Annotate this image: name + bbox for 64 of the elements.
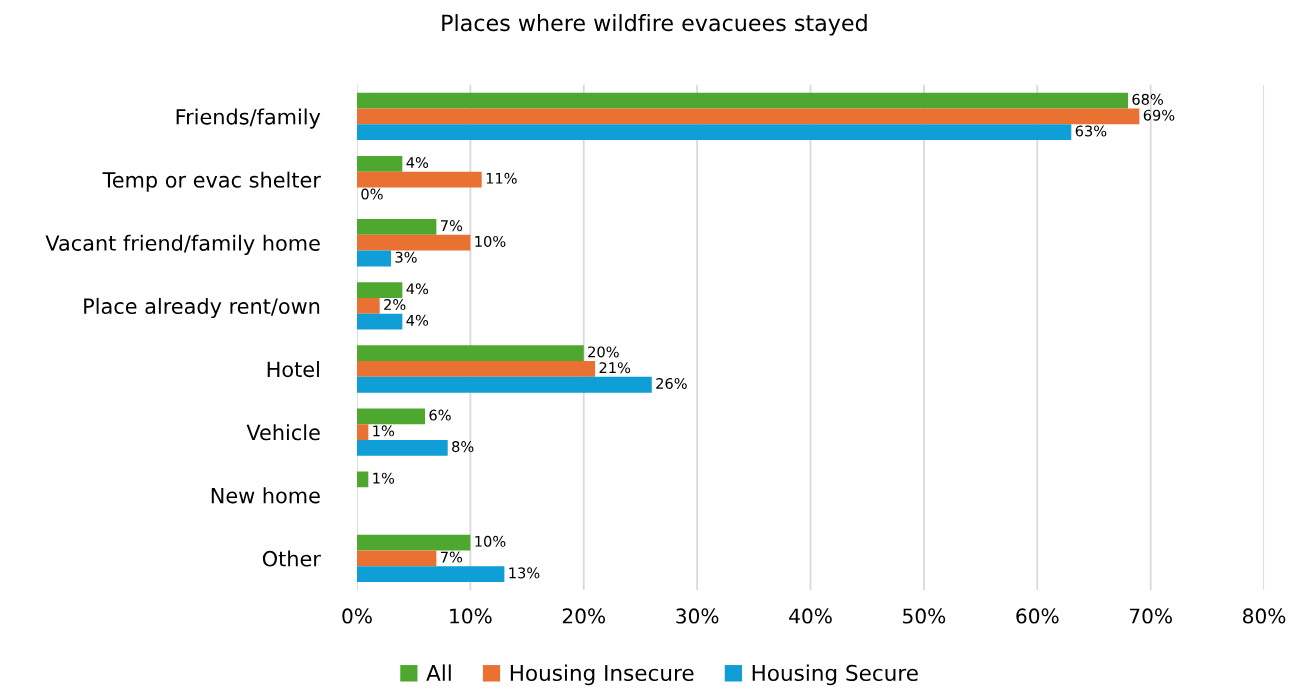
- bar: [356, 234, 471, 251]
- data-label: 13%: [509, 567, 540, 579]
- data-label: 4%: [406, 283, 429, 295]
- bar: [356, 171, 482, 188]
- bar: [356, 471, 369, 488]
- data-label: 69%: [1143, 109, 1175, 121]
- chart-title: Places where wildfire evacuees stayed: [442, 14, 867, 36]
- legend-label: All: [426, 664, 451, 681]
- bar: [356, 282, 403, 298]
- bar: [356, 92, 1128, 109]
- data-label: 11%: [486, 172, 517, 184]
- y-tick-label: New home: [211, 487, 320, 504]
- data-label: 10%: [475, 235, 506, 247]
- y-tick-label: Vehicle: [246, 424, 320, 441]
- x-tick-label: 50%: [903, 608, 946, 624]
- data-label: 8%: [452, 441, 474, 453]
- x-tick-label: 40%: [789, 608, 832, 624]
- data-label: 4%: [406, 314, 429, 326]
- legend-label: Housing Secure: [752, 664, 918, 686]
- y-tick-label: Vacant friend/family home: [45, 234, 320, 255]
- data-label: 26%: [656, 377, 687, 389]
- data-label: 20%: [588, 346, 619, 358]
- y-tick-label: Other: [262, 550, 321, 567]
- data-label: 63%: [1075, 125, 1107, 137]
- data-label: 6%: [429, 409, 451, 421]
- bar: [356, 108, 1140, 125]
- data-label: 4%: [406, 156, 429, 169]
- data-label: 7%: [440, 551, 463, 563]
- bar: [356, 219, 437, 235]
- bar: [356, 361, 596, 377]
- data-label: 3%: [395, 251, 417, 263]
- y-tick-label: Place already rent/own: [84, 297, 320, 319]
- x-tick-label: 0%: [342, 608, 372, 624]
- x-tick-label: 70%: [1129, 608, 1172, 624]
- data-label: 7%: [440, 220, 463, 232]
- x-tick-label: 10%: [450, 608, 492, 624]
- bar: [356, 155, 403, 172]
- bar: [356, 376, 652, 393]
- y-tick-label: Temp or evac shelter: [102, 171, 321, 192]
- y-tick-label: Hotel: [267, 361, 319, 378]
- bar: [356, 345, 584, 362]
- data-label: 2%: [384, 299, 406, 311]
- bar: [356, 250, 392, 267]
- bar: [356, 124, 1072, 141]
- data-label: 21%: [599, 362, 631, 374]
- y-tick-label: Friends/family: [176, 108, 321, 129]
- bar: [356, 408, 426, 425]
- x-tick-label: 60%: [1016, 608, 1059, 624]
- data-label: 1%: [373, 472, 395, 484]
- bar: [356, 550, 437, 567]
- x-tick-label: 20%: [562, 608, 606, 624]
- bar: [356, 424, 369, 440]
- bar: [356, 566, 505, 583]
- x-tick-label: 30%: [676, 608, 719, 624]
- data-label: 68%: [1132, 93, 1163, 105]
- bar: [356, 534, 471, 551]
- x-tick-label: 80%: [1243, 608, 1286, 624]
- legend-label: Housing Insecure: [510, 664, 694, 686]
- bar: [356, 440, 448, 456]
- bar: [356, 313, 403, 330]
- bar: [356, 297, 380, 314]
- data-label: 10%: [475, 535, 506, 547]
- data-label: 0%: [361, 188, 383, 200]
- data-label: 1%: [373, 425, 395, 437]
